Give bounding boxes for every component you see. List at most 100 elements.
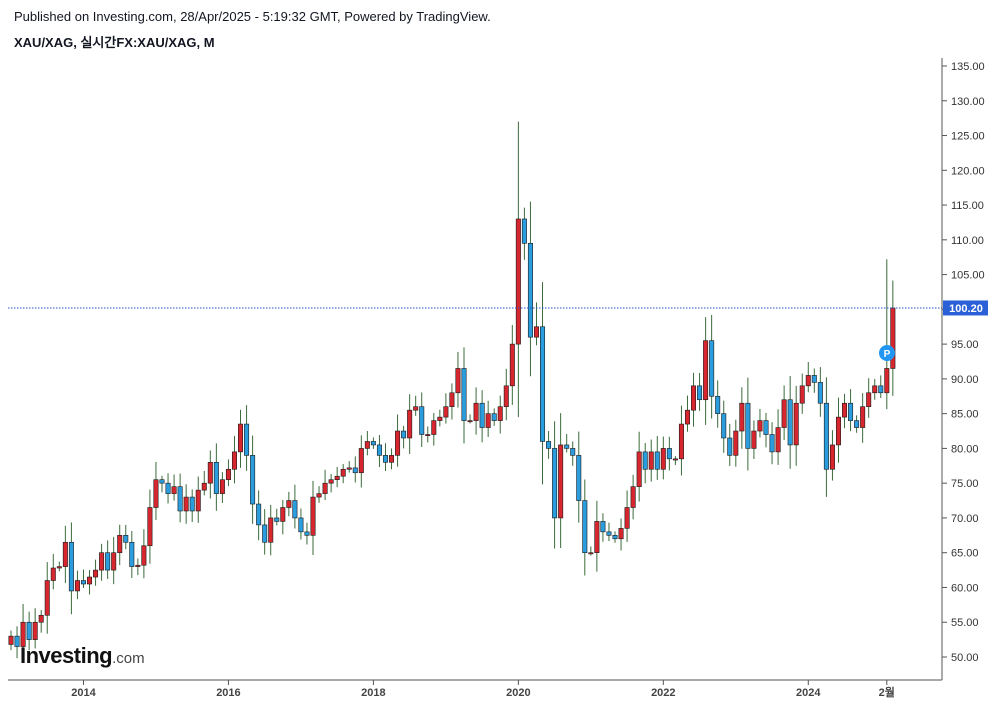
candle <box>533 302 539 346</box>
candle <box>678 405 684 476</box>
candle <box>370 437 376 449</box>
candle-body-up <box>793 402 799 446</box>
y-tick-label: 85.00 <box>951 409 979 421</box>
candle <box>298 508 304 540</box>
candle <box>630 474 636 520</box>
symbol-title: XAU/XAG, 실시간FX:XAU/XAG, M <box>14 35 215 50</box>
candle-body-up <box>884 368 890 394</box>
candle <box>26 611 32 651</box>
candle <box>334 467 340 488</box>
candle-body-up <box>358 448 364 474</box>
candle-body-up <box>757 420 763 432</box>
candle-body-down <box>189 496 195 512</box>
candle <box>20 603 26 662</box>
candle-body-up <box>183 496 189 512</box>
y-tick-label: 105.00 <box>951 270 985 282</box>
candle <box>376 435 382 468</box>
candle-body-down <box>304 531 310 536</box>
candle-body-up <box>8 635 14 645</box>
candle <box>684 395 690 432</box>
candle-body-up <box>588 552 594 555</box>
candle <box>799 373 805 414</box>
event-marker[interactable]: P <box>879 345 895 361</box>
candle <box>183 484 189 524</box>
candle-body-up <box>231 451 237 470</box>
candle-body-down <box>582 500 588 554</box>
candle-body-down <box>68 541 74 592</box>
candle-body-up <box>890 307 896 369</box>
candle-body-up <box>364 441 370 449</box>
candle <box>364 431 370 456</box>
candle <box>93 559 99 586</box>
candle <box>854 415 860 433</box>
candle <box>153 461 159 521</box>
candle <box>382 443 388 472</box>
candle <box>213 443 219 511</box>
candle <box>648 439 654 482</box>
candle-body-up <box>310 496 316 536</box>
candle-body-down <box>787 399 793 446</box>
y-tick-label: 75.00 <box>951 478 979 490</box>
candle-body-down <box>570 448 576 456</box>
x-tick-label: 2014 <box>71 687 96 699</box>
candle-body-up <box>660 448 666 470</box>
candle-body-down <box>811 375 817 383</box>
candle-body-up <box>425 434 431 437</box>
candle <box>672 456 678 466</box>
candle <box>866 378 872 418</box>
candle <box>624 490 630 542</box>
y-tick-label: 110.00 <box>951 235 984 247</box>
candle <box>570 441 576 466</box>
candle <box>358 435 364 488</box>
candle <box>473 387 479 435</box>
candle-body-down <box>105 552 111 571</box>
candle-body-down <box>769 434 775 453</box>
candle <box>280 499 286 535</box>
candle-body-up <box>775 427 781 453</box>
candle <box>582 479 588 576</box>
candle <box>600 513 606 542</box>
candle <box>431 412 437 446</box>
y-tick-label: 115.00 <box>951 200 984 212</box>
candle-body-up <box>117 535 123 554</box>
candle-body-down <box>129 541 135 567</box>
candle <box>389 448 395 470</box>
candle-body-down <box>642 451 648 470</box>
candle <box>443 393 449 424</box>
candle <box>159 475 165 493</box>
candle-body-up <box>153 479 159 508</box>
candle-body-down <box>727 437 733 456</box>
candle-body-up <box>147 507 153 547</box>
candle-body-down <box>745 402 751 449</box>
candle <box>757 408 763 438</box>
candle <box>99 543 105 581</box>
candle-body-down <box>878 385 884 394</box>
candle <box>322 469 328 501</box>
candle <box>594 500 600 572</box>
candle-body-up <box>395 430 401 456</box>
candle-body-up <box>533 326 539 338</box>
candle <box>878 375 884 399</box>
candle <box>588 546 594 556</box>
candle-body-down <box>123 535 129 543</box>
candle <box>842 393 848 429</box>
candle <box>262 509 268 555</box>
logo-brand: Investing <box>20 643 113 668</box>
candle-body-up <box>340 468 346 477</box>
candle-body-up <box>739 402 745 432</box>
candle-body-up <box>219 479 225 494</box>
candle-body-up <box>238 423 244 453</box>
candle-body-up <box>672 458 678 461</box>
candle-body-up <box>751 430 757 449</box>
candle <box>715 380 721 428</box>
candle-body-down <box>352 467 358 474</box>
candle <box>540 282 546 485</box>
candle <box>147 489 153 564</box>
candle-body-down <box>666 448 672 460</box>
candles-layer <box>8 121 896 662</box>
candle <box>660 436 666 480</box>
candle-body-down <box>709 340 715 397</box>
candle <box>401 425 407 449</box>
candle-body-up <box>38 614 44 623</box>
